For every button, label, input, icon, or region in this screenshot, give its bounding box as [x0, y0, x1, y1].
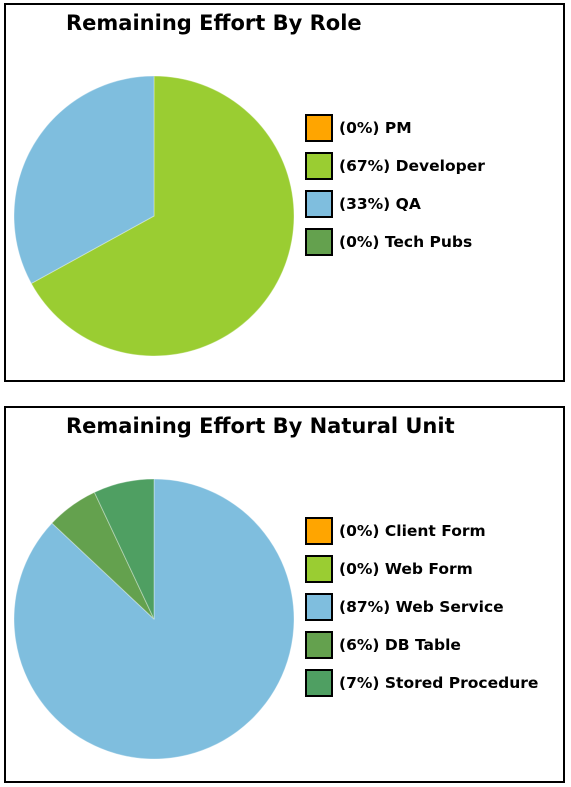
legend-label-client-form: (0%) Client Form — [339, 522, 486, 540]
legend-item-qa: (33%) QA — [305, 185, 485, 223]
legend-item-tech-pubs: (0%) Tech Pubs — [305, 223, 485, 261]
legend-role: (0%) PM (67%) Developer (33%) QA (0%) Tech … — [305, 109, 485, 261]
legend-swatch-tech-pubs — [305, 228, 333, 256]
chart-panel-role: Remaining Effort By Role (0%) PM (67%) De… — [4, 3, 565, 382]
legend-swatch-stored-procedure — [305, 669, 333, 697]
legend-swatch-pm — [305, 114, 333, 142]
legend-label-tech-pubs: (0%) Tech Pubs — [339, 233, 473, 251]
legend-label-web-form: (0%) Web Form — [339, 560, 473, 578]
legend-item-pm: (0%) PM — [305, 109, 485, 147]
legend-swatch-web-form — [305, 555, 333, 583]
legend-swatch-qa — [305, 190, 333, 218]
legend-natural-unit: (0%) Client Form (0%) Web Form (87%) Web S… — [305, 512, 538, 702]
legend-swatch-web-service — [305, 593, 333, 621]
legend-item-web-service: (87%) Web Service — [305, 588, 538, 626]
legend-swatch-db-table — [305, 631, 333, 659]
legend-item-developer: (67%) Developer — [305, 147, 485, 185]
legend-swatch-client-form — [305, 517, 333, 545]
pie-slice-db-table — [51, 491, 155, 620]
legend-item-db-table: (6%) DB Table — [305, 626, 538, 664]
pie-slice-qa — [13, 75, 155, 285]
pie-slice-developer — [30, 75, 295, 357]
legend-item-stored-procedure: (7%) Stored Procedure — [305, 664, 538, 702]
pie-chart-natural-unit — [13, 478, 295, 760]
legend-label-web-service: (87%) Web Service — [339, 598, 504, 616]
legend-swatch-developer — [305, 152, 333, 180]
pie-slice-web-service — [13, 478, 295, 760]
chart-title-natural-unit: Remaining Effort By Natural Unit — [66, 414, 455, 438]
legend-label-db-table: (6%) DB Table — [339, 636, 461, 654]
legend-item-client-form: (0%) Client Form — [305, 512, 538, 550]
pie-chart-role — [13, 75, 295, 357]
chart-panel-natural-unit: Remaining Effort By Natural Unit (0%) Cl… — [4, 406, 565, 783]
pie-slice-stored-procedure — [93, 478, 155, 620]
legend-label-stored-procedure: (7%) Stored Procedure — [339, 674, 539, 692]
legend-label-pm: (0%) PM — [339, 119, 412, 137]
legend-label-qa: (33%) QA — [339, 195, 421, 213]
legend-label-developer: (67%) Developer — [339, 157, 485, 175]
chart-title-role: Remaining Effort By Role — [66, 11, 362, 35]
legend-item-web-form: (0%) Web Form — [305, 550, 538, 588]
